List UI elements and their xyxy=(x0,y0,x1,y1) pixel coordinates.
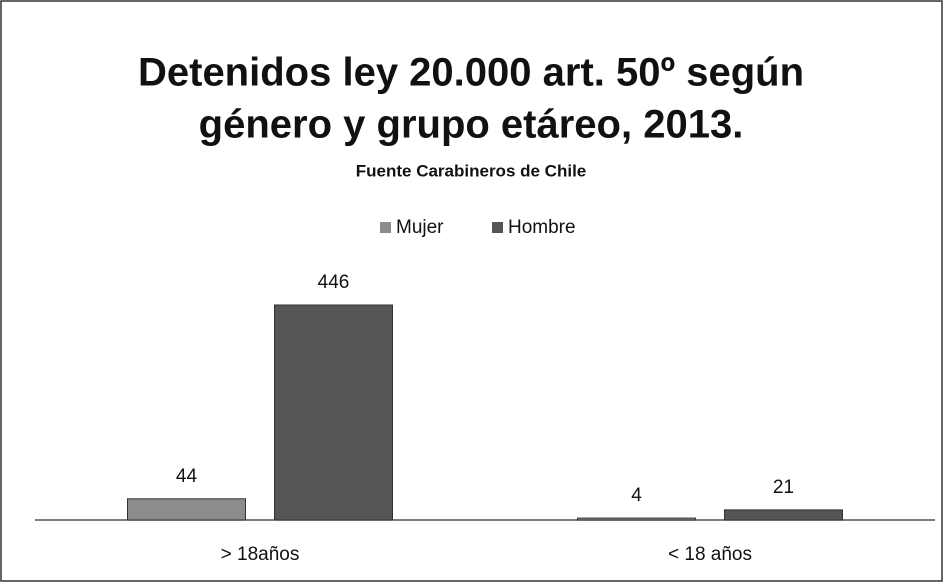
bar xyxy=(274,304,393,521)
chart-subtitle: Fuente Carabineros de Chile xyxy=(356,161,587,180)
data-label: 446 xyxy=(318,272,350,293)
legend-label: Hombre xyxy=(508,217,576,238)
x-tick-label: > 18años xyxy=(221,544,300,565)
data-label: 4 xyxy=(631,485,642,506)
bar xyxy=(577,517,696,521)
chart-title: Detenidos ley 20.000 art. 50º según xyxy=(138,51,804,95)
data-label: 21 xyxy=(773,477,794,498)
bar xyxy=(724,509,843,521)
legend-label: Mujer xyxy=(396,217,444,238)
x-tick-label: < 18 años xyxy=(668,544,752,565)
bar xyxy=(127,498,246,521)
legend-swatch xyxy=(380,222,391,233)
legend-swatch xyxy=(492,222,503,233)
chart-title: género y grupo etáreo, 2013. xyxy=(199,103,744,147)
data-label: 44 xyxy=(176,466,198,487)
